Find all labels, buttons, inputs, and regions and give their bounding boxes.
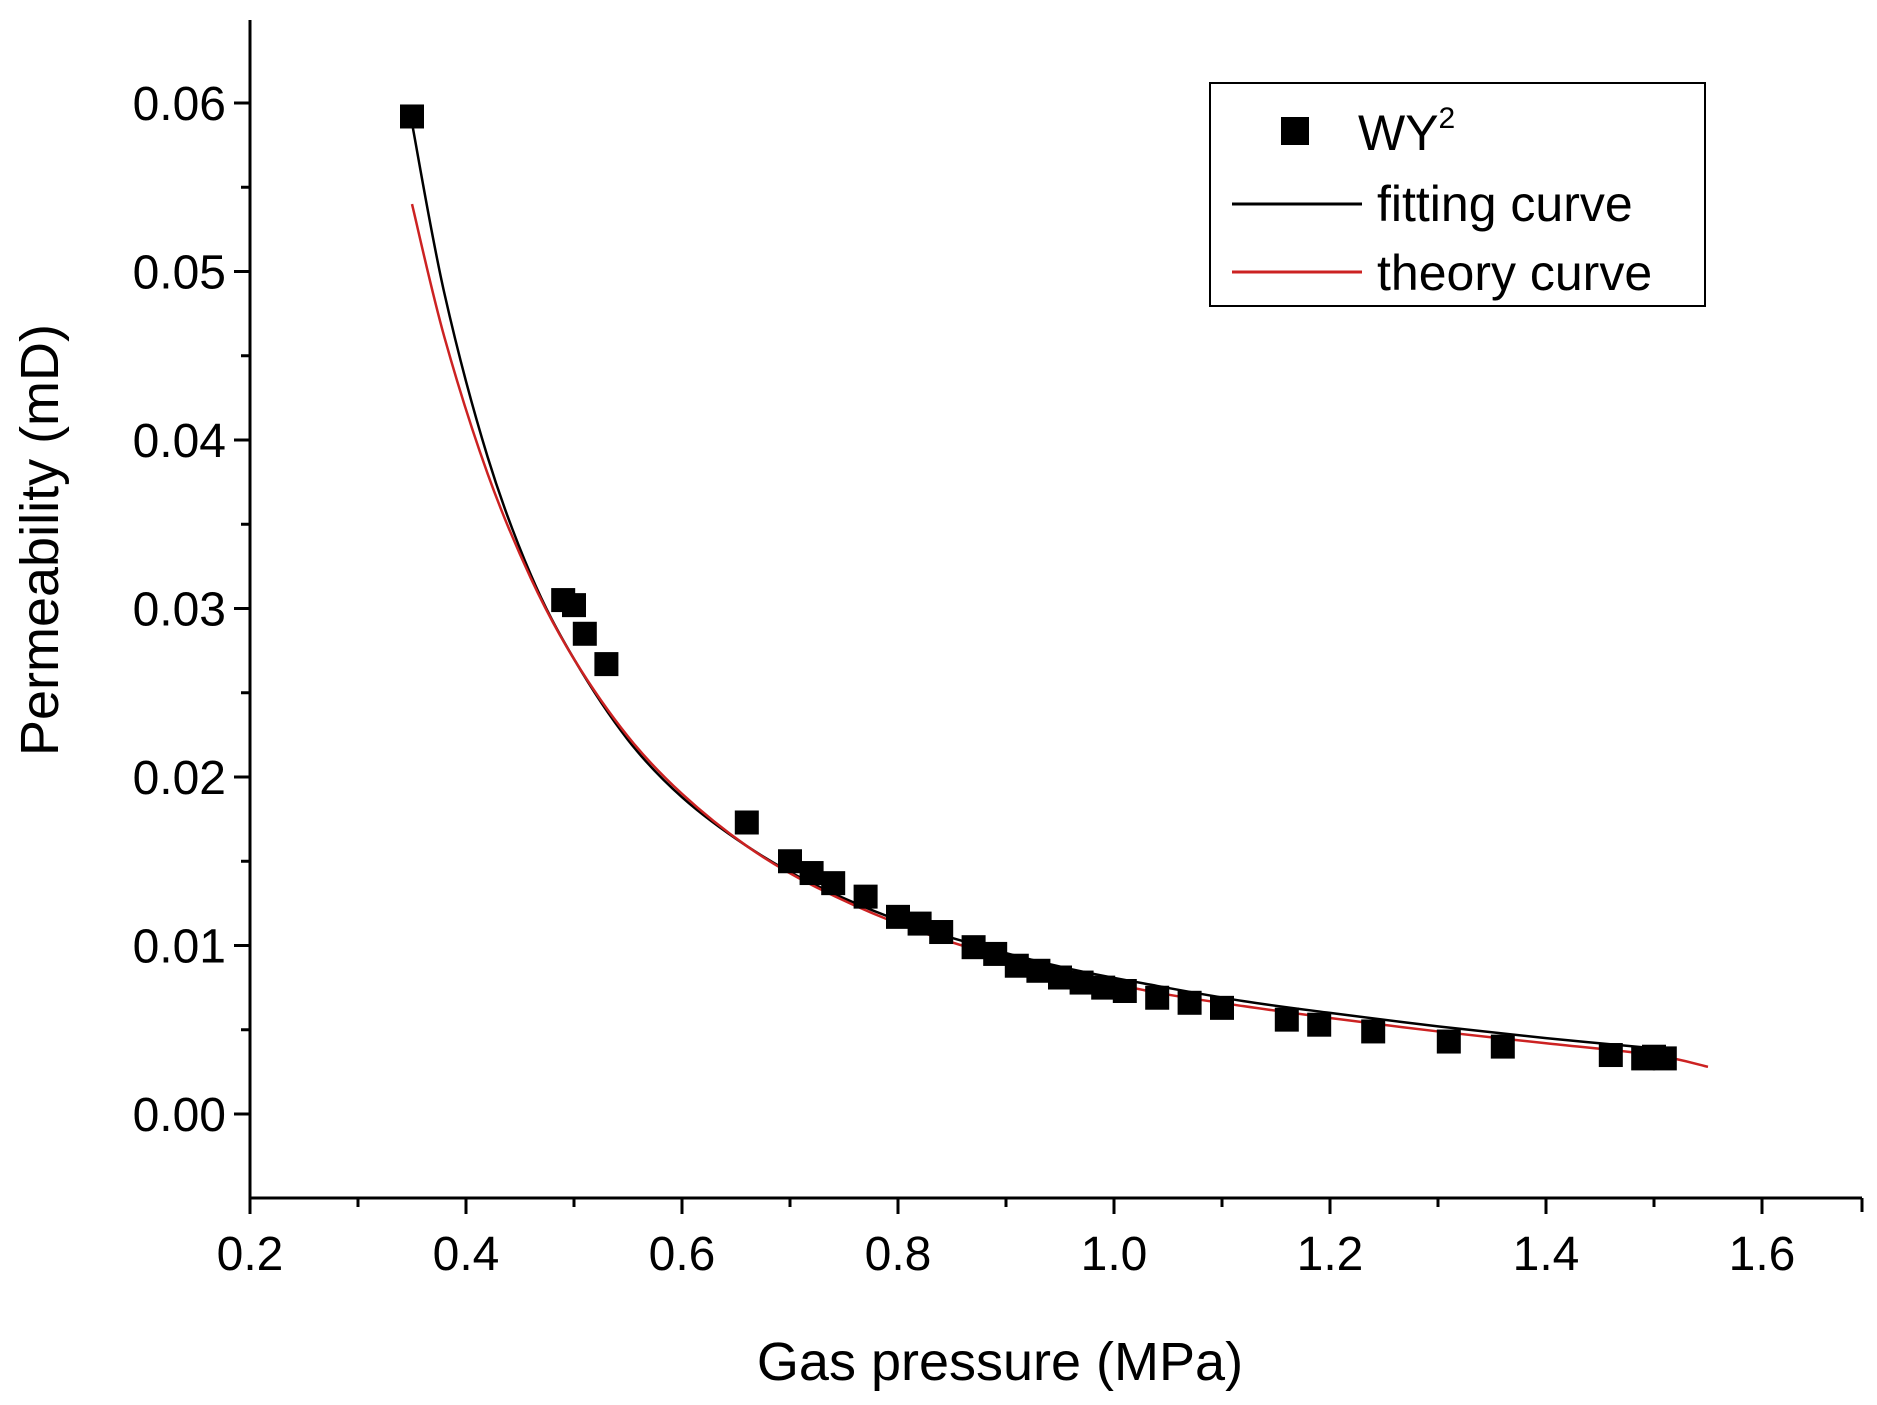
data-point: [886, 904, 910, 929]
data-point: [929, 920, 954, 945]
x-axis-title: Gas pressure (MPa): [757, 1332, 1243, 1392]
data-point: [1490, 1034, 1515, 1059]
data-point: [572, 621, 597, 646]
legend-label-wy2-name: WY: [1358, 105, 1439, 161]
data-point: [400, 104, 424, 129]
y-axis-title: Permeability (mD): [10, 324, 70, 756]
data-point: [1436, 1029, 1461, 1054]
data-point: [907, 911, 932, 936]
x-tick-label: 1.6: [1729, 1228, 1796, 1281]
data-point: [734, 810, 759, 835]
x-tick-label: 0.6: [649, 1228, 716, 1281]
data-point: [983, 941, 1008, 966]
y-tick-label: 0.06: [133, 78, 226, 131]
data-point: [853, 884, 878, 909]
legend-label-wy2-superscript: 2: [1439, 102, 1456, 135]
y-tick-label: 0.00: [133, 1089, 226, 1142]
data-point: [1026, 958, 1051, 983]
data-point: [961, 935, 986, 960]
x-tick-label: 1.2: [1297, 1228, 1364, 1281]
theory-curve-line: [410, 203, 1709, 1069]
data-point: [1598, 1043, 1623, 1068]
legend-marker-wy2: [1281, 117, 1309, 145]
data-point: [1177, 990, 1202, 1015]
data-point: [1112, 978, 1137, 1003]
data-point: [1145, 985, 1170, 1010]
data-point: [1048, 965, 1072, 990]
data-points: [400, 104, 1677, 1071]
data-point: [562, 593, 586, 618]
x-tick-label: 1.4: [1513, 1228, 1580, 1281]
data-point: [1210, 995, 1234, 1020]
legend-label-wy2: WY2: [1358, 102, 1455, 161]
x-tick-label: 0.4: [433, 1228, 500, 1281]
legend-label-fitting: fitting curve: [1377, 176, 1633, 232]
x-tick-label: 0.8: [865, 1228, 932, 1281]
data-point: [778, 849, 802, 874]
data-point: [1274, 1007, 1299, 1032]
y-tick-label: 0.01: [133, 921, 226, 974]
data-point: [821, 871, 846, 896]
x-tick-label: 1.0: [1081, 1228, 1148, 1281]
legend-label-theory: theory curve: [1377, 245, 1652, 301]
x-tick-label: 0.2: [217, 1228, 284, 1281]
y-tick-label: 0.04: [133, 415, 226, 468]
data-point: [1069, 970, 1094, 995]
data-point: [1091, 975, 1116, 1000]
data-point: [799, 861, 824, 886]
data-point: [1004, 953, 1029, 978]
ticks: 0.2 0.4 0.6 0.8 1.0 1.2 1.4 1.6 0.00 0.01 0.02 0.03…: [133, 78, 1796, 1281]
y-tick-label: 0.05: [133, 247, 226, 300]
data-point: [1652, 1046, 1677, 1071]
y-tick-label: 0.03: [133, 584, 226, 637]
legend: WY2 fitting curve theory curve: [1209, 82, 1706, 307]
data-point: [1361, 1019, 1386, 1044]
data-point: [594, 652, 619, 677]
y-tick-label: 0.02: [133, 752, 226, 805]
data-point: [1307, 1012, 1332, 1037]
